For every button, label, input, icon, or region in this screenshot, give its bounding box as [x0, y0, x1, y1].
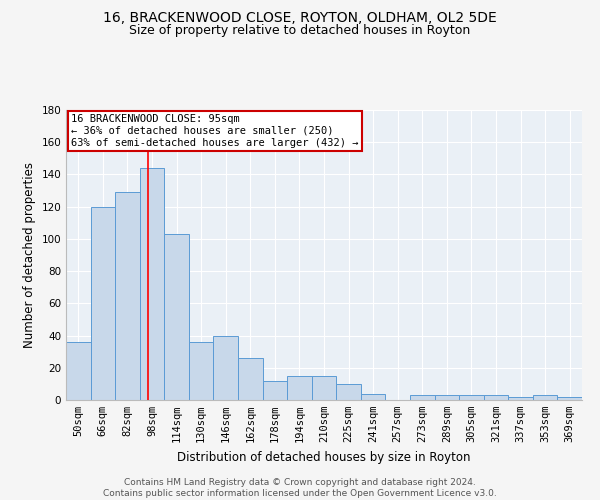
- Bar: [459, 395, 484, 400]
- Bar: [189, 342, 214, 400]
- Bar: [312, 376, 336, 400]
- Y-axis label: Number of detached properties: Number of detached properties: [23, 162, 36, 348]
- Text: 16, BRACKENWOOD CLOSE, ROYTON, OLDHAM, OL2 5DE: 16, BRACKENWOOD CLOSE, ROYTON, OLDHAM, O…: [103, 11, 497, 25]
- Bar: [115, 192, 140, 400]
- Bar: [410, 395, 434, 400]
- Bar: [287, 376, 312, 400]
- Bar: [214, 336, 238, 400]
- Bar: [508, 397, 533, 400]
- Text: Size of property relative to detached houses in Royton: Size of property relative to detached ho…: [130, 24, 470, 37]
- Bar: [238, 358, 263, 400]
- Bar: [336, 384, 361, 400]
- Bar: [164, 234, 189, 400]
- Text: Contains HM Land Registry data © Crown copyright and database right 2024.
Contai: Contains HM Land Registry data © Crown c…: [103, 478, 497, 498]
- Bar: [557, 397, 582, 400]
- Bar: [140, 168, 164, 400]
- Bar: [263, 380, 287, 400]
- Bar: [484, 395, 508, 400]
- Bar: [66, 342, 91, 400]
- X-axis label: Distribution of detached houses by size in Royton: Distribution of detached houses by size …: [177, 450, 471, 464]
- Bar: [533, 395, 557, 400]
- Bar: [434, 395, 459, 400]
- Bar: [361, 394, 385, 400]
- Bar: [91, 206, 115, 400]
- Text: 16 BRACKENWOOD CLOSE: 95sqm
← 36% of detached houses are smaller (250)
63% of se: 16 BRACKENWOOD CLOSE: 95sqm ← 36% of det…: [71, 114, 359, 148]
